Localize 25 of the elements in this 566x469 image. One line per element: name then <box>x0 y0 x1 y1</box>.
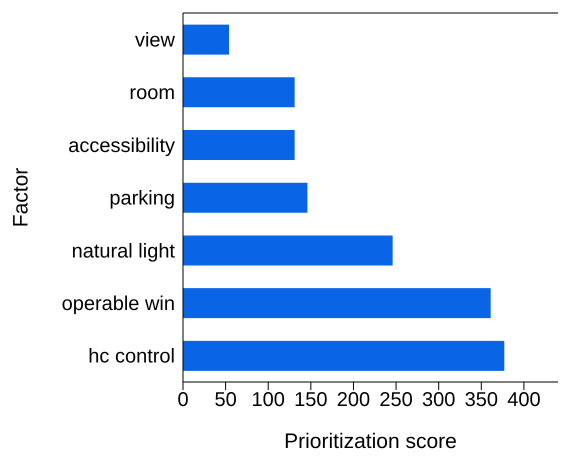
x-tick-label: 200 <box>336 389 370 412</box>
y-tick-label: parking <box>109 188 175 210</box>
bar <box>183 288 491 318</box>
x-tick-label: 400 <box>507 389 541 412</box>
y-axis-title: Factor <box>9 168 32 228</box>
x-tick-label: 300 <box>422 389 456 412</box>
x-tick-label: 100 <box>252 389 285 412</box>
y-tick-label: accessibility <box>68 134 175 157</box>
y-tick-label: view <box>134 29 176 52</box>
x-tick-label: 150 <box>294 389 328 412</box>
x-tick-label: 350 <box>464 389 498 412</box>
bar <box>183 235 393 266</box>
bar <box>183 340 504 371</box>
bar <box>183 24 230 55</box>
x-tick-label: 50 <box>214 389 237 412</box>
y-tick-label: hc control <box>88 346 175 368</box>
y-tick-label: operable win <box>62 293 175 316</box>
x-tick-label: 250 <box>379 389 413 412</box>
bar <box>183 130 295 160</box>
bar <box>183 182 308 213</box>
x-tick-label: 0 <box>177 389 189 412</box>
x-axis-title: Prioritization score <box>284 430 457 453</box>
y-tick-label: room <box>129 82 175 104</box>
bar <box>183 77 295 108</box>
y-tick-label: natural light <box>72 240 176 262</box>
